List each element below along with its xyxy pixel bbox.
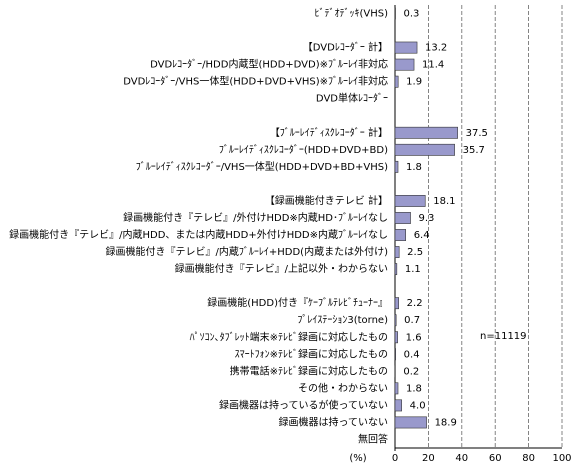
y-tick-label: 録画機器は持っていない xyxy=(279,415,389,428)
value-label: 37.5 xyxy=(466,128,488,139)
y-tick-label: 録画機能(HDD)付き『ｹｰﾌﾞﾙﾃﾚﾋﾞﾁｭｰﾅｰ』 xyxy=(207,296,388,309)
y-tick-label: ﾋﾞﾃﾞｵﾃﾞｯｷ(VHS) xyxy=(314,8,388,20)
bar xyxy=(394,160,399,173)
bar xyxy=(394,41,418,54)
x-tick-label: 0 xyxy=(392,453,398,464)
value-label: 11.4 xyxy=(422,60,444,71)
y-tick-label: 【DVDﾚｺｰﾀﾞｰ 計】 xyxy=(303,41,388,54)
y-tick-label: 録画機能付き『テレビ』/外付けHDD※内蔵HD･ﾌﾞﾙｰﾚｲなし xyxy=(123,211,388,224)
y-tick-label: 録画機能付き『テレビ』/内蔵HDD、または内蔵HDD+外付けHDD※内蔵ﾌﾞﾙｰ… xyxy=(9,228,388,241)
value-label: 2.5 xyxy=(407,247,423,258)
bar xyxy=(394,7,396,20)
bar xyxy=(394,229,406,241)
y-tick-label: 【ﾌﾞﾙｰﾚｲﾃﾞｨｽｸﾚｺｰﾀﾞｰ 計】 xyxy=(270,126,388,139)
bar xyxy=(394,416,427,429)
bar xyxy=(394,246,400,258)
bar xyxy=(394,348,396,361)
x-tick-label: 100 xyxy=(552,453,571,464)
x-tick-label: 60 xyxy=(489,453,502,464)
x-tick-label: 40 xyxy=(455,453,468,464)
y-tick-label: ﾌﾞﾙｰﾚｲﾃﾞｨｽｸﾚｺｰﾀﾞｰ(HDD+DVD+BD) xyxy=(219,144,388,156)
value-label: 1.1 xyxy=(405,264,421,275)
bar xyxy=(394,75,399,88)
value-label: 9.3 xyxy=(419,213,435,224)
value-label: 0.3 xyxy=(404,9,420,20)
annotation: n=11119 xyxy=(480,331,527,342)
y-tick-label: ｽﾏｰﾄﾌｫﾝ※ﾃﾚﾋﾞ録画に対応したもの xyxy=(235,347,388,360)
bar xyxy=(394,143,455,156)
value-label: 18.1 xyxy=(433,196,455,207)
bar xyxy=(394,195,426,207)
bar xyxy=(394,399,402,412)
value-label: 1.9 xyxy=(406,77,422,88)
bar xyxy=(394,314,397,327)
bar xyxy=(394,126,458,139)
value-label: 1.6 xyxy=(406,332,422,343)
value-label: 18.9 xyxy=(435,417,457,428)
y-tick-label: 無回答 xyxy=(358,432,388,445)
y-tick-label: 録画機器は持っているが使っていない xyxy=(219,398,388,411)
bar xyxy=(394,331,398,344)
value-label: 13.2 xyxy=(425,43,447,54)
y-tick-label: DVDﾚｺｰﾀﾞｰ/HDD内蔵型(HDD+DVD)※ﾌﾞﾙｰﾚｲ非対応 xyxy=(150,58,388,71)
bar xyxy=(394,263,398,276)
bar xyxy=(394,58,415,71)
y-tick-label: ﾊﾟｿｺﾝ､ﾀﾌﾞﾚｯﾄ端末※ﾃﾚﾋﾞ録画に対応したもの xyxy=(190,330,388,343)
bar xyxy=(394,212,411,224)
y-tick-label: 携帯電話※ﾃﾚﾋﾞ録画に対応したもの xyxy=(230,364,388,377)
x-tick-label: 80 xyxy=(522,453,535,464)
x-tick-label: 20 xyxy=(422,453,435,464)
y-tick-label: DVDﾚｺｰﾀﾞｰ/VHS一体型(HDD+DVD+VHS)※ﾌﾞﾙｰﾚｲ非対応 xyxy=(123,75,388,88)
y-tick-label: DVD単体ﾚｺｰﾀﾞｰ xyxy=(316,92,388,105)
bar xyxy=(394,297,399,310)
x-axis-label: (%) xyxy=(349,453,366,464)
y-tick-label: ﾌﾟﾚｲｽﾃｰｼｮﾝ3(torne) xyxy=(297,314,388,326)
value-label: 2.2 xyxy=(407,298,423,309)
y-tick-label: その他・わからない xyxy=(298,381,388,394)
value-label: 1.8 xyxy=(406,162,422,173)
value-label: 6.4 xyxy=(414,230,430,241)
value-label: 35.7 xyxy=(463,145,485,156)
bar xyxy=(394,382,399,395)
y-tick-label: 【録画機能付きテレビ 計】 xyxy=(265,194,388,207)
y-tick-label: 録画機能付き『テレビ』/内蔵ﾌﾞﾙｰﾚｲ+HDD(内蔵または外付け) xyxy=(106,245,389,258)
y-tick-label: 録画機能付き『テレビ』/上記以外・わからない xyxy=(175,262,388,275)
value-label: 1.8 xyxy=(406,383,422,394)
value-label: 0.4 xyxy=(404,349,420,360)
value-label: 0.2 xyxy=(403,366,419,377)
y-tick-label: ﾌﾞﾙｰﾚｲﾃﾞｨｽｸﾚｺｰﾀﾞｰ/VHS一体型(HDD+DVD+BD+VHS) xyxy=(136,160,388,173)
value-label: 0.7 xyxy=(404,315,420,326)
value-label: 4.0 xyxy=(410,400,426,411)
